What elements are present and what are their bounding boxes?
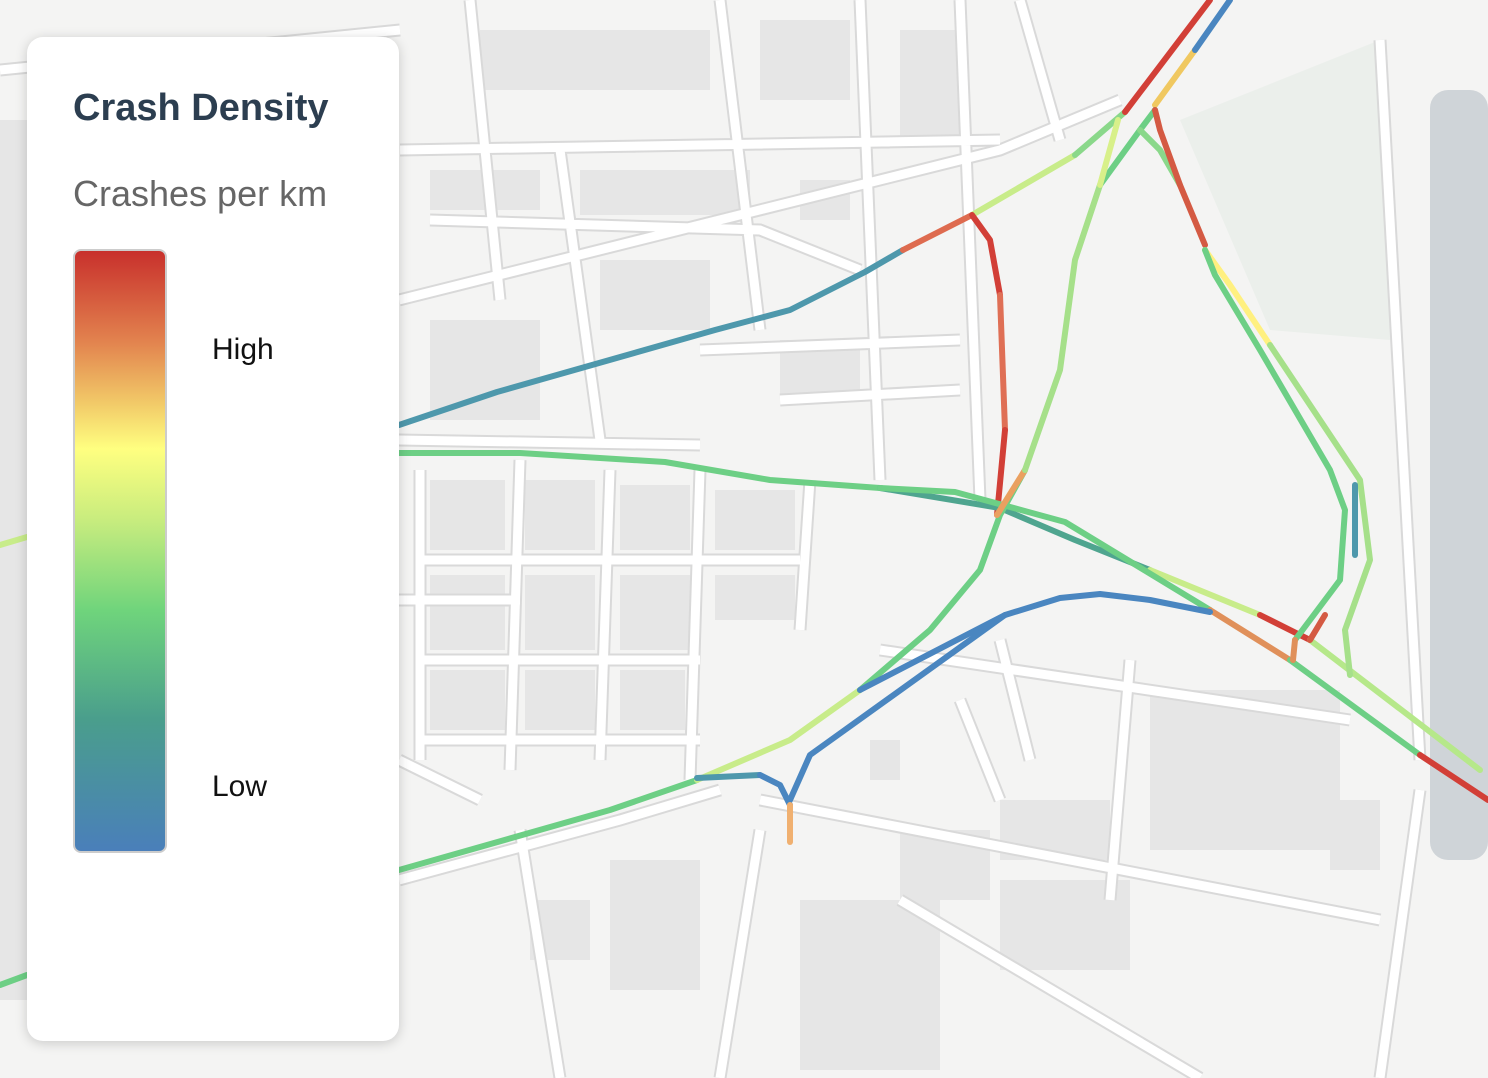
crash-density-roads (0, 0, 1488, 988)
park (1180, 40, 1390, 340)
water (1430, 90, 1488, 860)
road-segment (1267, 342, 1373, 678)
road-segment (787, 612, 1008, 803)
road-segment (1152, 107, 1208, 248)
road-segment (1417, 752, 1488, 803)
legend-high-label: High (212, 333, 274, 366)
road-segment (1287, 657, 1423, 758)
road-segment (1152, 47, 1198, 108)
road-segment (877, 485, 1153, 573)
road-segment (694, 772, 763, 781)
city-blocks (0, 20, 1380, 1070)
legend-low-label: Low (212, 770, 268, 803)
legend-title: Crash Density (73, 87, 329, 129)
road-segment (1307, 637, 1483, 773)
legend-subtitle: Crashes per km (73, 173, 328, 214)
road-segment (396, 450, 883, 491)
road-segment (857, 591, 1213, 693)
road-segment (1097, 117, 1121, 188)
road-segment (0, 972, 30, 988)
road-segment (396, 247, 906, 428)
road-segment (1202, 247, 1273, 348)
road-segment (900, 212, 975, 253)
road-segment (1147, 567, 1263, 618)
road-segment (1202, 247, 1348, 643)
road-segment (994, 467, 1028, 518)
road-segment (1192, 0, 1233, 53)
road-segment (1122, 0, 1213, 115)
road-segment (1290, 637, 1298, 663)
road-segment (757, 772, 793, 808)
color-gradient (73, 249, 167, 853)
road-segment (694, 687, 863, 783)
road-segment (877, 485, 1213, 613)
road-segment (1307, 612, 1328, 643)
road-segment (969, 212, 1003, 298)
road-segment (1207, 607, 1293, 663)
road-segment (969, 152, 1078, 218)
legend-panel: Crash Density Crashes per km High Low (27, 37, 399, 1041)
road-segment (0, 534, 30, 548)
road-segment (997, 292, 1008, 433)
road-segment (1022, 182, 1103, 473)
road-segment (396, 777, 700, 873)
